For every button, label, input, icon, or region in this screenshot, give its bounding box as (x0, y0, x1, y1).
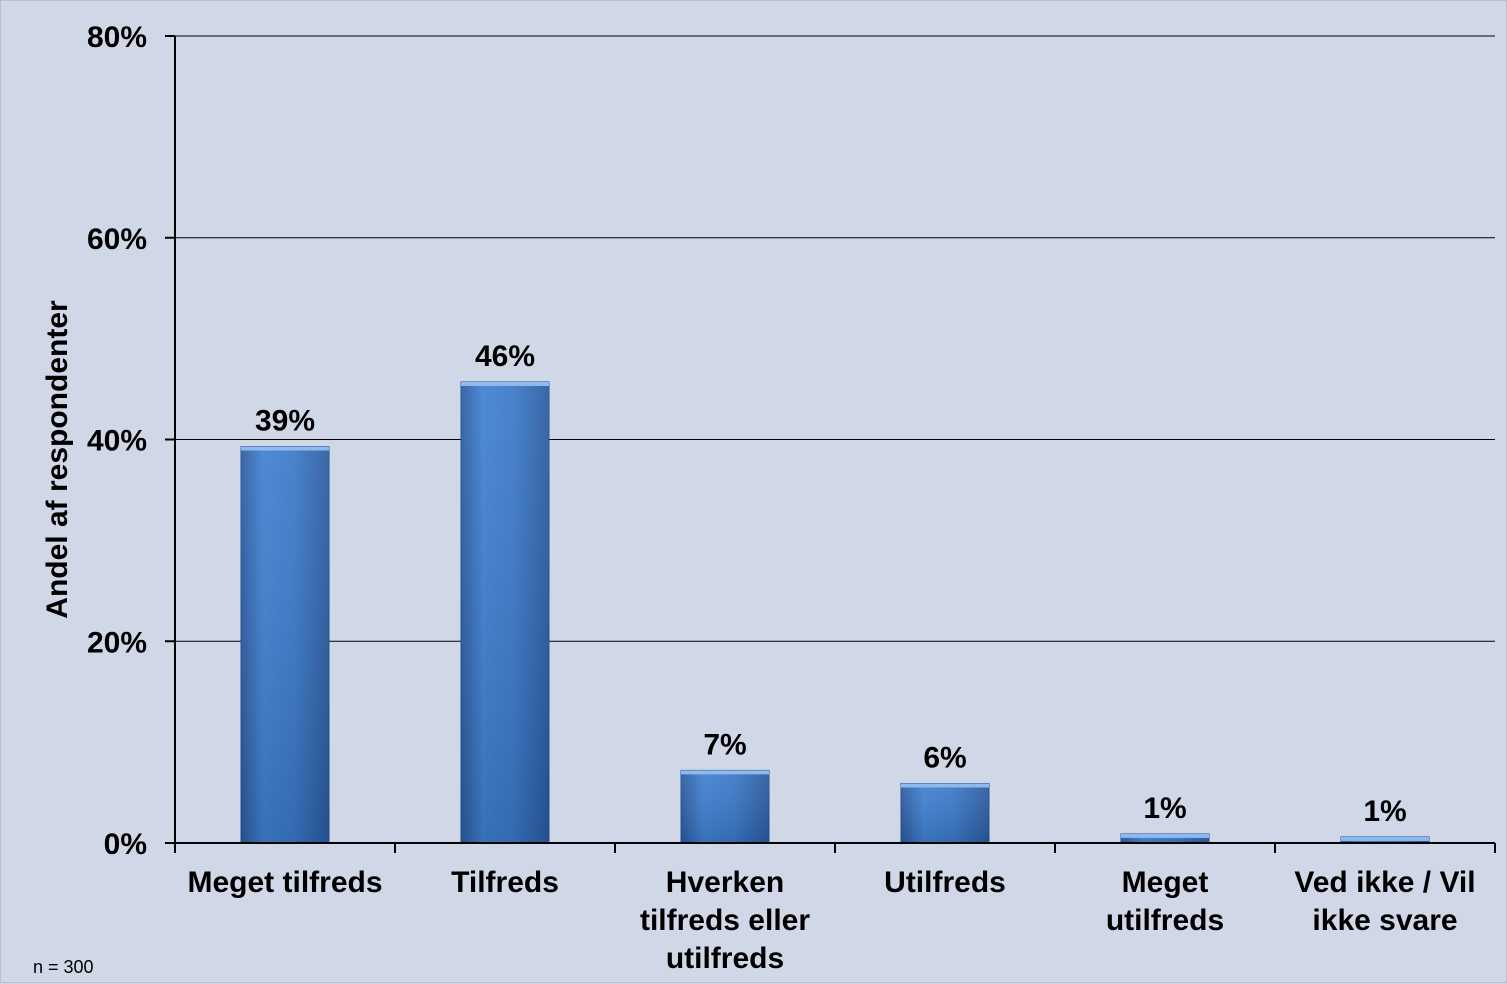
bars (240, 381, 1430, 844)
data-label: 46% (475, 340, 535, 373)
y-axis-title: Andel af respondenter (41, 300, 74, 619)
bar-shade (681, 770, 769, 843)
bar-shade (1121, 833, 1209, 843)
axes (165, 35, 1496, 853)
bar (460, 381, 550, 844)
bar-highlight (461, 382, 549, 387)
bar-highlight (681, 770, 769, 775)
x-tick-label: Ved ikke / Vil ikke svare (1294, 866, 1475, 937)
bar (1120, 833, 1210, 844)
bar (240, 446, 330, 844)
bar (900, 782, 990, 844)
bar-shade (461, 382, 549, 843)
data-label: 1% (1143, 792, 1186, 825)
x-tick-label: Utilfreds (884, 866, 1006, 899)
bar-highlight (241, 446, 329, 451)
gridlines (175, 35, 1495, 642)
bar-highlight (1121, 833, 1209, 838)
data-label: 39% (255, 405, 315, 438)
bar-highlight (901, 783, 989, 788)
bar (680, 769, 770, 844)
x-tick-label: Meget tilfreds (187, 866, 382, 899)
data-label: 7% (703, 728, 746, 761)
bar-highlight (1341, 836, 1429, 841)
x-tick-label: Tilfreds (451, 866, 559, 899)
bar-shade (901, 783, 989, 843)
y-tick-label: 20% (87, 626, 147, 659)
data-label: 6% (923, 741, 966, 774)
y-tick-label: 40% (87, 425, 147, 458)
data-label: 1% (1363, 795, 1406, 828)
x-tick-label: Hverken tilfreds eller utilfreds (640, 866, 810, 975)
y-tick-label: 60% (87, 223, 147, 256)
labels: 0% 20% 40% 60% 80% 39% Meget tilfreds 46% Tilfre… (41, 21, 1476, 975)
y-tick-label: 80% (87, 21, 147, 54)
x-tick-label: Meget utilfreds (1106, 866, 1224, 937)
bar-shade (241, 446, 329, 843)
sample-size-note: n = 300 (33, 957, 94, 977)
y-tick-label: 0% (104, 828, 147, 861)
